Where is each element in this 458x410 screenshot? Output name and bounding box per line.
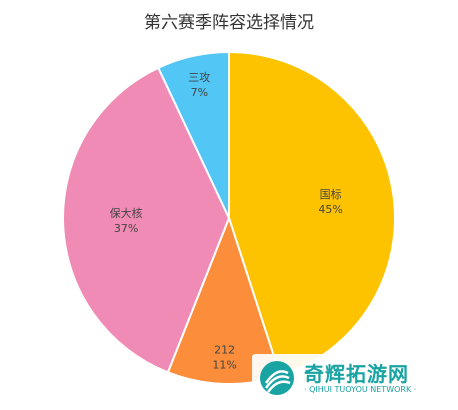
watermark-logo-icon — [260, 361, 294, 395]
slice-value-3: 37% — [114, 222, 138, 235]
watermark-sub-text: · QIHUI TUOYOU NETWORK · — [304, 385, 417, 394]
slice-label-1: 国标 — [320, 187, 342, 201]
slice-label-2: 212 — [214, 343, 235, 356]
site-watermark: 奇辉拓游网 · QIHUI TUOYOU NETWORK · — [252, 354, 450, 402]
slices-layer — [62, 50, 396, 385]
slice-label-4: 三攻 — [188, 70, 210, 84]
pie-slice-3 — [62, 66, 231, 374]
watermark-main-text: 奇辉拓游网 — [304, 362, 409, 386]
labels-layer: 国标 45% 212 11% 保大核 37% 三攻 7% — [110, 70, 343, 371]
slice-value-1: 45% — [318, 203, 342, 216]
pie-slice-1 — [228, 50, 396, 378]
pie-slice-4 — [156, 50, 230, 219]
chart-title: 第六赛季阵容选择情况 — [144, 13, 314, 33]
slice-value-2: 11% — [212, 358, 236, 371]
slice-label-3: 保大核 — [110, 206, 143, 220]
slice-value-4: 7% — [191, 86, 208, 99]
